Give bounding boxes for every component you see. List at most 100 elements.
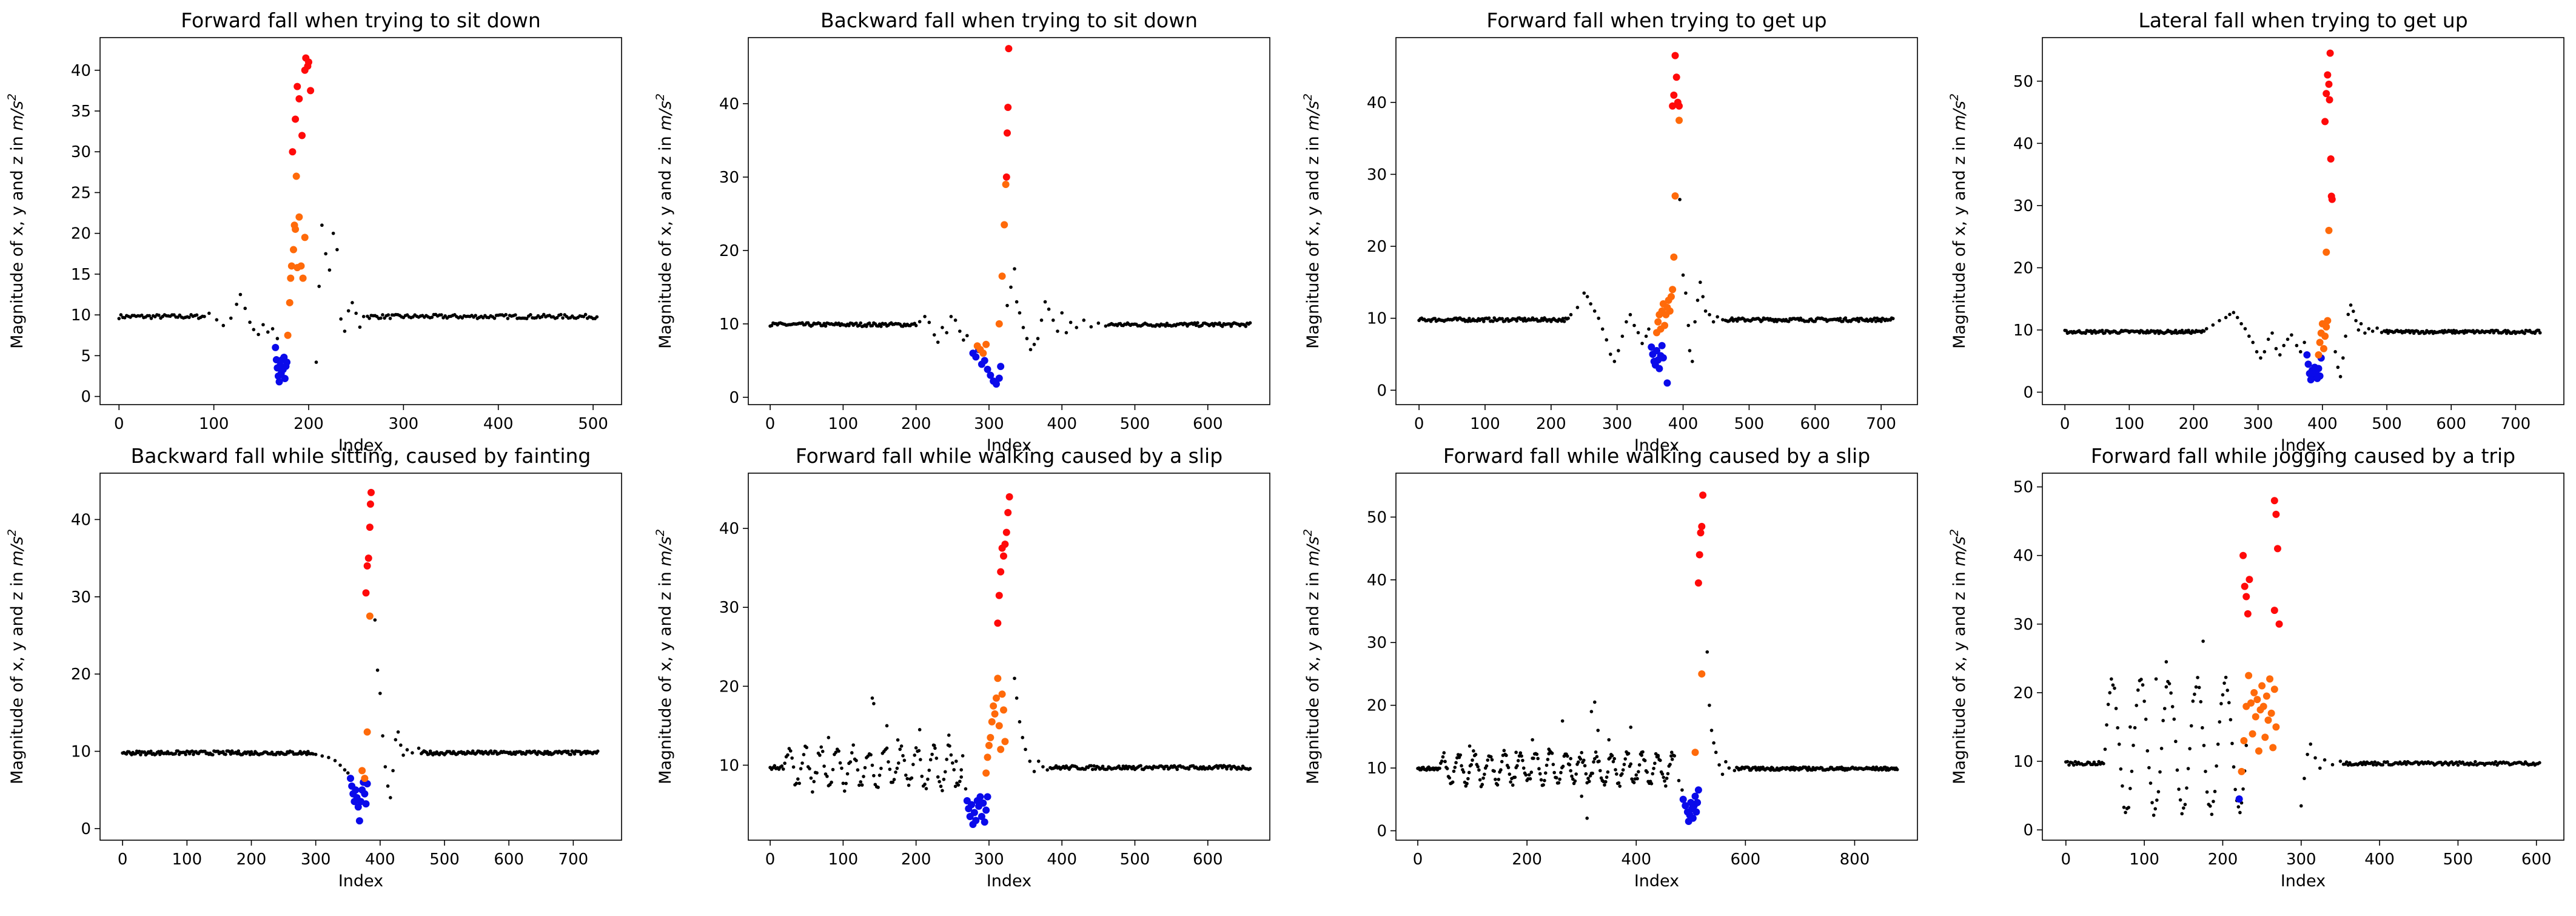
data-point [1487,316,1491,320]
orange-point [287,262,295,270]
data-point [1124,764,1128,768]
y-tick-label: 10 [2013,322,2033,340]
data-point [1709,729,1714,732]
data-point [2141,683,2145,687]
x-tick-label: 100 [2129,850,2159,869]
data-point [324,252,327,256]
data-point [1838,317,1842,320]
baseline-points [117,223,599,364]
data-point [788,749,793,753]
blue-point [1682,802,1689,810]
data-point [1508,772,1512,776]
x-tick-label: 600 [1193,415,1223,433]
y-axis-label: Magnitude of x, y and z in m/s2 [1948,93,1969,349]
data-point [2128,786,2132,790]
data-point [2230,741,2234,746]
orange-point [361,775,369,783]
plot-frame [748,37,1270,405]
orange-point [287,274,295,282]
data-point [1036,337,1040,340]
orange-point [2323,248,2330,256]
data-point [1225,767,1229,771]
data-point [2122,806,2126,809]
x-tick-label: 400 [483,415,514,433]
data-point [2232,765,2236,769]
blue-point [2316,372,2324,380]
data-point [859,780,863,784]
data-point [914,323,918,328]
orange-point [2319,345,2327,352]
x-tick-label: 400 [2364,850,2395,869]
data-point [1566,316,1570,320]
data-point [2537,328,2541,332]
blue-point [997,363,1005,371]
red-point [298,132,306,140]
data-point [320,223,324,227]
data-point [2274,346,2278,351]
data-point [333,759,337,763]
red-point [1005,493,1013,501]
data-point [2128,725,2132,729]
y-axis-label-exponent: 2 [654,529,667,536]
data-point [1041,765,1045,769]
data-point [1600,327,1605,331]
red-point [292,115,300,123]
red-point [2246,576,2253,584]
orange-point [301,234,309,241]
chart-title: Forward fall while jogging caused by a t… [2091,444,2515,468]
data-point [305,752,309,756]
data-point [1605,775,1609,779]
red-point [363,562,371,570]
data-point [2266,337,2270,342]
baseline-points [768,267,1252,352]
data-point [2224,315,2228,320]
data-point [2181,806,2185,810]
y-axis-label-unit: m/s [656,101,675,130]
data-point [1021,736,1025,739]
data-point [2092,760,2096,764]
x-tick-label: 300 [974,850,1004,869]
data-point [820,749,825,753]
data-point [1433,317,1437,320]
data-point [1060,311,1064,315]
red-point [1672,73,1680,81]
data-point [1622,763,1626,766]
blue-point [2315,365,2323,372]
data-point [1021,326,1025,329]
series-red [2239,497,2283,628]
orange-point [2249,730,2256,738]
data-point [2336,365,2340,369]
red-point [2270,607,2278,615]
data-point [939,784,943,789]
y-tick-label: 0 [81,820,91,838]
data-point [1015,300,1019,304]
data-point [2148,781,2153,785]
data-point [2130,769,2134,773]
blue-point [347,775,355,783]
red-point [2244,610,2252,618]
blue-point [1653,347,1660,355]
y-tick-label: 0 [1377,822,1387,840]
data-point [1452,769,1456,773]
data-point [1708,703,1711,707]
data-point [1018,720,1022,724]
data-point [1194,323,1198,328]
x-tick-label: 200 [1536,415,1566,433]
data-point [2132,743,2135,747]
data-point [2259,356,2262,360]
data-point [1768,768,1773,772]
data-point [1558,777,1561,781]
chart-title: Backward fall while sitting, caused by f… [131,444,591,468]
data-point [1491,319,1495,323]
data-point [504,312,508,317]
red-point [2327,155,2335,163]
y-tick-label: 5 [81,347,91,365]
blue-point [1659,354,1667,362]
y-axis-label-exponent: 2 [1301,529,1315,536]
data-point [1032,770,1036,773]
blue-point [982,806,990,814]
data-point [1560,719,1565,723]
data-point [248,320,252,325]
y-axis-label-unit: m/s [1950,101,1969,130]
data-point [896,738,900,742]
